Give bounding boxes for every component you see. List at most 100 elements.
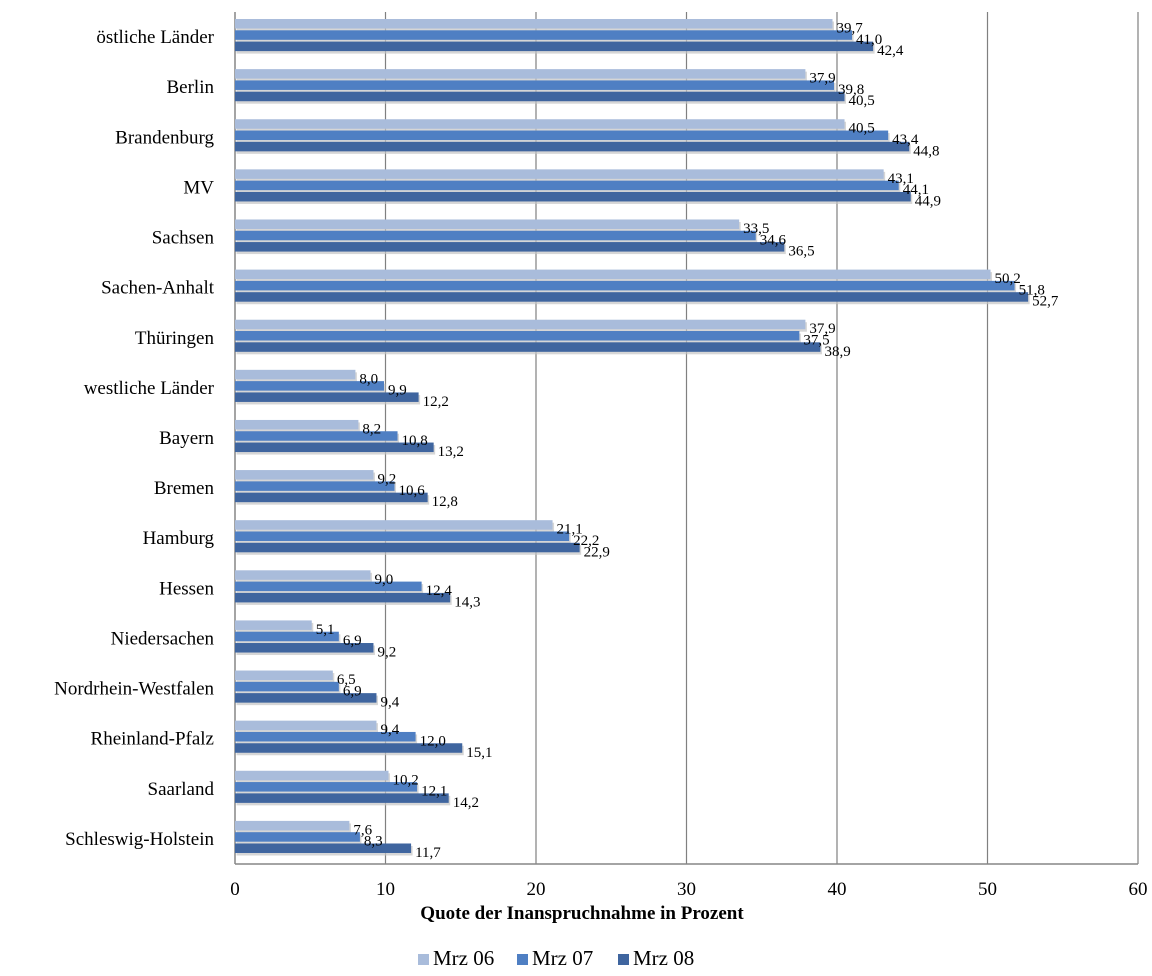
value-label: 12,4	[426, 583, 453, 599]
legend-swatch	[618, 954, 629, 965]
value-label: 10,6	[399, 483, 426, 499]
value-label: 12,1	[421, 784, 447, 800]
category-label: westliche Länder	[84, 378, 215, 399]
value-label: 9,4	[380, 695, 399, 711]
value-label: 39,8	[838, 82, 864, 98]
bar	[235, 631, 339, 642]
category-label: Brandenburg	[115, 127, 214, 148]
bar	[235, 470, 374, 480]
category-label: Nordrhein-Westfalen	[54, 679, 214, 700]
value-label: 9,4	[380, 722, 399, 738]
category-label: Hessen	[159, 578, 214, 599]
category-label: MV	[183, 177, 214, 198]
bar	[235, 720, 377, 731]
value-label: 22,9	[584, 544, 610, 560]
value-labels: 39,741,042,437,939,840,540,543,444,843,1…	[316, 21, 1059, 861]
bar	[235, 292, 1029, 302]
bar	[235, 820, 350, 831]
value-label: 13,2	[438, 444, 464, 460]
category-label: Bremen	[154, 478, 215, 499]
value-label: 8,2	[362, 421, 381, 437]
x-tick-label: 30	[677, 879, 696, 900]
bar	[235, 481, 395, 491]
x-tick-labels: 0 10 20 30 40 50 60	[230, 879, 1147, 900]
x-tick-label: 10	[376, 879, 395, 900]
category-label: Bayern	[159, 428, 214, 449]
bar	[235, 492, 428, 503]
value-label: 5,1	[316, 622, 335, 638]
value-label: 6,9	[343, 683, 362, 699]
value-label: 9,2	[377, 472, 396, 488]
category-label: Sachsen	[152, 228, 215, 249]
value-label: 7,6	[353, 822, 372, 838]
bar	[235, 41, 874, 52]
bar	[235, 80, 834, 90]
value-label: 44,8	[913, 143, 939, 159]
bars	[235, 19, 1030, 856]
bar	[235, 269, 991, 280]
value-label: 37,5	[803, 333, 829, 349]
value-label: 42,4	[877, 43, 904, 59]
bar	[235, 693, 377, 703]
bar	[235, 731, 416, 742]
value-label: 51,8	[1019, 282, 1045, 298]
value-label: 44,9	[915, 193, 941, 209]
bar	[235, 331, 800, 341]
bar	[235, 681, 339, 692]
value-label: 43,1	[888, 171, 914, 187]
bar	[235, 570, 371, 580]
bar	[235, 342, 821, 352]
bar	[235, 230, 756, 241]
legend: Mrz 06 Mrz 07 Mrz 08	[418, 946, 694, 970]
value-label: 40,5	[849, 93, 875, 109]
value-label: 6,5	[337, 672, 356, 688]
value-label: 34,6	[760, 232, 787, 248]
bar	[235, 242, 785, 252]
value-label: 36,5	[788, 244, 814, 260]
category-label: Niedersachen	[111, 628, 215, 649]
bar	[235, 191, 911, 202]
value-label: 37,9	[809, 71, 835, 87]
x-tick-label: 40	[828, 879, 847, 900]
bar	[235, 180, 899, 191]
legend-swatch	[418, 954, 429, 965]
value-label: 11,7	[415, 845, 441, 861]
category-labels: östliche Länder Berlin Brandenburg MV Sachse…	[54, 27, 215, 850]
bar	[235, 620, 312, 630]
value-label: 21,1	[557, 522, 583, 538]
bar	[235, 782, 418, 792]
bar	[235, 743, 463, 753]
bar	[235, 219, 740, 229]
value-label: 50,2	[995, 271, 1021, 287]
bar	[235, 419, 359, 430]
bar	[235, 369, 356, 380]
bar	[235, 69, 806, 79]
bar	[235, 119, 845, 129]
category-label: Saarland	[148, 779, 215, 800]
bar	[235, 442, 434, 453]
bar	[235, 581, 422, 592]
category-label: Thüringen	[135, 328, 215, 349]
value-label: 14,3	[454, 594, 480, 610]
legend-label: Mrz 08	[633, 946, 694, 970]
value-label: 10,8	[402, 433, 428, 449]
legend-label: Mrz 06	[433, 946, 494, 970]
bar	[235, 592, 451, 603]
legend-swatch	[517, 954, 528, 965]
value-label: 39,7	[836, 21, 863, 37]
bar	[235, 643, 374, 653]
x-tick-label: 60	[1129, 879, 1148, 900]
bar	[235, 832, 360, 842]
bar	[235, 793, 449, 803]
value-label: 12,0	[420, 733, 446, 749]
value-label: 8,3	[364, 834, 383, 850]
value-label: 43,4	[892, 132, 919, 148]
x-axis-title: Quote der Inanspruchnahme in Prozent	[420, 903, 744, 924]
bar	[235, 130, 889, 141]
category-label: Hamburg	[143, 528, 215, 549]
value-label: 22,2	[573, 533, 599, 549]
value-label: 52,7	[1032, 294, 1059, 310]
category-label: Sachen-Anhalt	[101, 278, 215, 299]
value-label: 37,9	[809, 321, 835, 337]
